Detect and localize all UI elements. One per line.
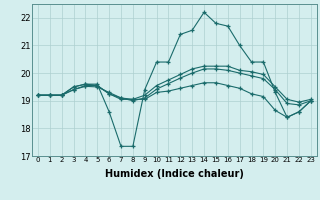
- X-axis label: Humidex (Indice chaleur): Humidex (Indice chaleur): [105, 169, 244, 179]
